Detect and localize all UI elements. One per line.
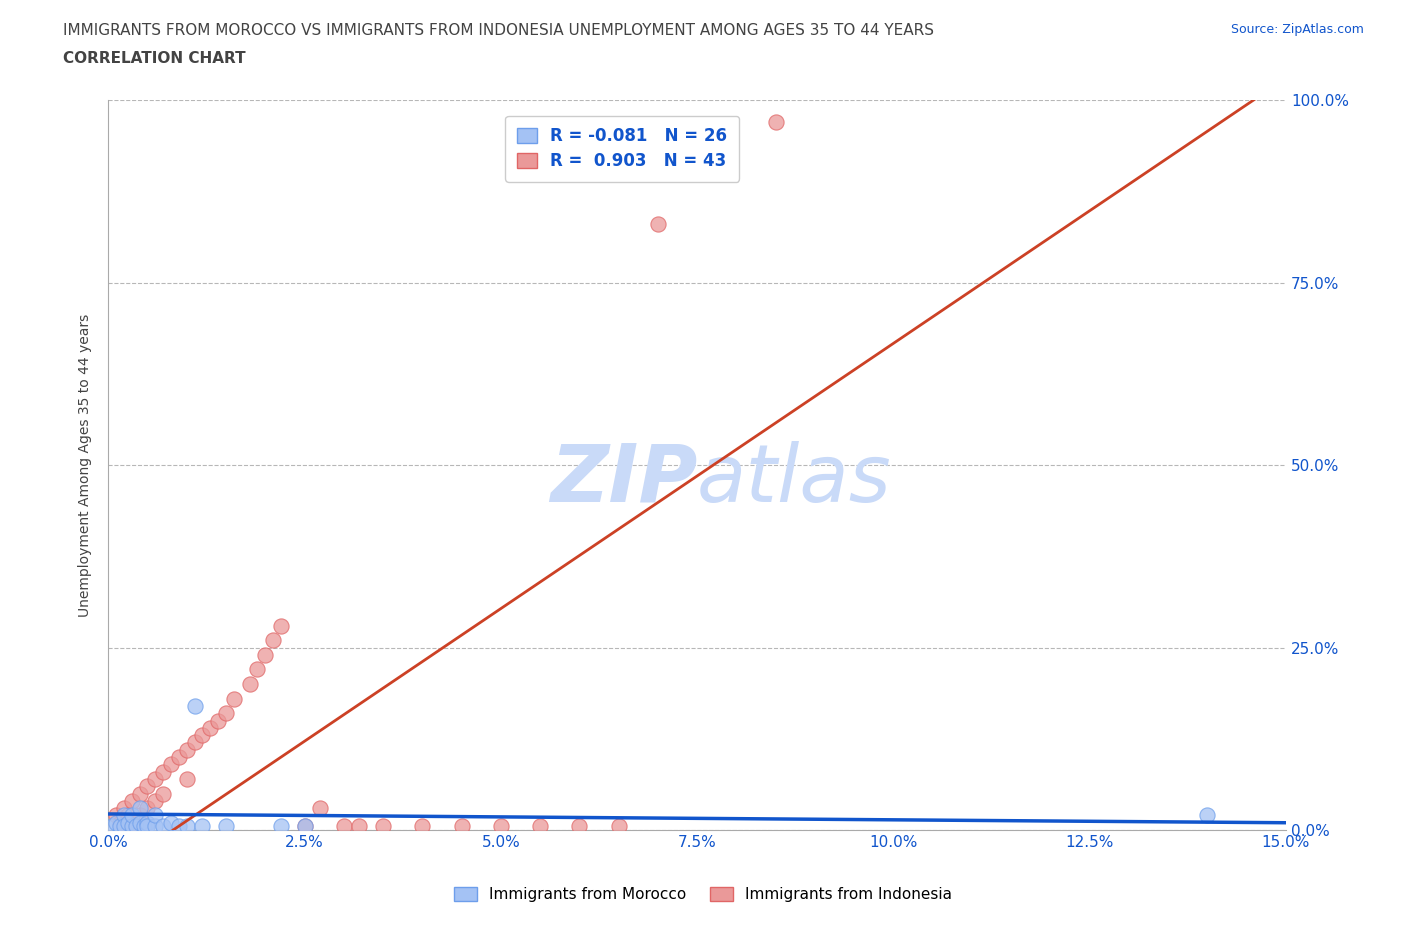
Point [200, 721, 222, 736]
Point [167, 750, 190, 764]
Point [132, 819, 155, 834]
Point [411, 819, 433, 834]
Point [152, 786, 174, 801]
Point [136, 778, 159, 793]
Point [128, 786, 150, 801]
Point [112, 819, 135, 834]
Legend: R = -0.081   N = 26, R =  0.903   N = 43: R = -0.081 N = 26, R = 0.903 N = 43 [505, 115, 740, 181]
Point [108, 816, 131, 830]
Point [143, 819, 166, 834]
Point [647, 217, 669, 232]
Point [117, 808, 139, 823]
Point [108, 819, 131, 834]
Point [191, 727, 214, 742]
Point [176, 742, 198, 757]
Point [143, 808, 166, 823]
Point [215, 706, 238, 721]
Text: IMMIGRANTS FROM MOROCCO VS IMMIGRANTS FROM INDONESIA UNEMPLOYMENT AMONG AGES 35 : IMMIGRANTS FROM MOROCCO VS IMMIGRANTS FR… [63, 23, 934, 38]
Point [489, 819, 512, 834]
Point [143, 793, 166, 808]
Point [207, 713, 229, 728]
Point [160, 757, 183, 772]
Point [112, 819, 135, 834]
Point [152, 819, 174, 834]
Point [270, 618, 292, 633]
Point [450, 819, 472, 834]
Text: atlas: atlas [697, 441, 891, 519]
Point [222, 691, 245, 706]
Point [117, 816, 139, 830]
Point [136, 816, 159, 830]
Point [215, 819, 238, 834]
Point [128, 801, 150, 816]
Point [239, 677, 262, 692]
Point [128, 808, 150, 823]
Point [101, 819, 124, 834]
Point [349, 819, 371, 834]
Text: Source: ZipAtlas.com: Source: ZipAtlas.com [1230, 23, 1364, 36]
Point [309, 801, 332, 816]
Point [294, 819, 316, 834]
Point [191, 819, 214, 834]
Point [254, 647, 277, 662]
Point [128, 816, 150, 830]
Point [270, 819, 292, 834]
Point [167, 819, 190, 834]
Point [112, 808, 135, 823]
Point [121, 816, 143, 830]
Point [121, 793, 143, 808]
Legend: Immigrants from Morocco, Immigrants from Indonesia: Immigrants from Morocco, Immigrants from… [449, 881, 957, 909]
Point [1197, 808, 1219, 823]
Point [183, 698, 205, 713]
Point [183, 735, 205, 750]
Point [176, 772, 198, 787]
Text: ZIP: ZIP [550, 441, 697, 519]
Point [262, 632, 284, 647]
Point [105, 816, 128, 830]
Point [105, 808, 128, 823]
Point [333, 819, 356, 834]
Point [136, 819, 159, 834]
Point [607, 819, 630, 834]
Point [121, 819, 143, 834]
Point [176, 819, 198, 834]
Point [152, 764, 174, 779]
Point [294, 819, 316, 834]
Point [568, 819, 591, 834]
Point [121, 808, 143, 823]
Point [371, 819, 394, 834]
Point [529, 819, 551, 834]
Point [765, 114, 787, 129]
Point [143, 772, 166, 787]
Point [125, 819, 148, 834]
Y-axis label: Unemployment Among Ages 35 to 44 years: Unemployment Among Ages 35 to 44 years [79, 313, 93, 617]
Text: CORRELATION CHART: CORRELATION CHART [63, 51, 246, 66]
Point [136, 801, 159, 816]
Point [112, 801, 135, 816]
Point [246, 662, 269, 677]
Point [160, 816, 183, 830]
